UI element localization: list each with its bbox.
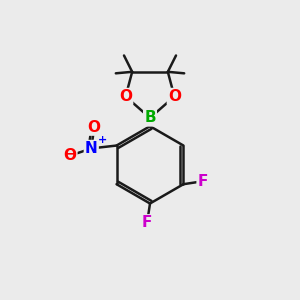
Text: N: N [85,141,98,156]
Text: O: O [88,120,101,135]
Text: O: O [119,89,132,104]
Text: +: + [98,135,107,145]
Text: −: − [64,146,76,161]
Text: F: F [142,215,152,230]
Text: O: O [168,89,181,104]
Text: B: B [144,110,156,125]
Text: F: F [198,174,208,189]
Text: O: O [63,148,76,164]
